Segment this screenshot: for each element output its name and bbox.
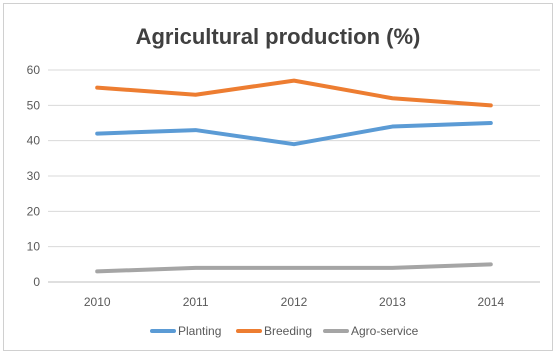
- y-tick-label: 10: [27, 240, 41, 254]
- series-line-breeding: [95, 78, 493, 108]
- legend-label: Planting: [178, 324, 221, 338]
- chart-title: Agricultural production (%): [135, 24, 421, 49]
- y-tick-label: 60: [27, 63, 41, 77]
- legend-label: Breeding: [264, 324, 312, 338]
- series-line-planting: [95, 121, 493, 147]
- y-tick-label: 0: [33, 275, 40, 289]
- x-tick-label: 2013: [379, 295, 406, 309]
- chart-frame: Agricultural production (%): [3, 3, 553, 351]
- x-tick-label: 2012: [281, 295, 308, 309]
- y-tick-label: 40: [27, 134, 41, 148]
- series-line-agro-service: [95, 262, 493, 274]
- y-tick-label: 30: [27, 169, 41, 183]
- x-tick-label: 2010: [84, 295, 111, 309]
- x-tick-label: 2011: [183, 295, 209, 309]
- y-tick-label: 50: [27, 98, 41, 112]
- y-tick-label: 20: [27, 204, 41, 218]
- x-tick-label: 2014: [477, 295, 504, 309]
- legend-label: Agro-service: [351, 324, 419, 338]
